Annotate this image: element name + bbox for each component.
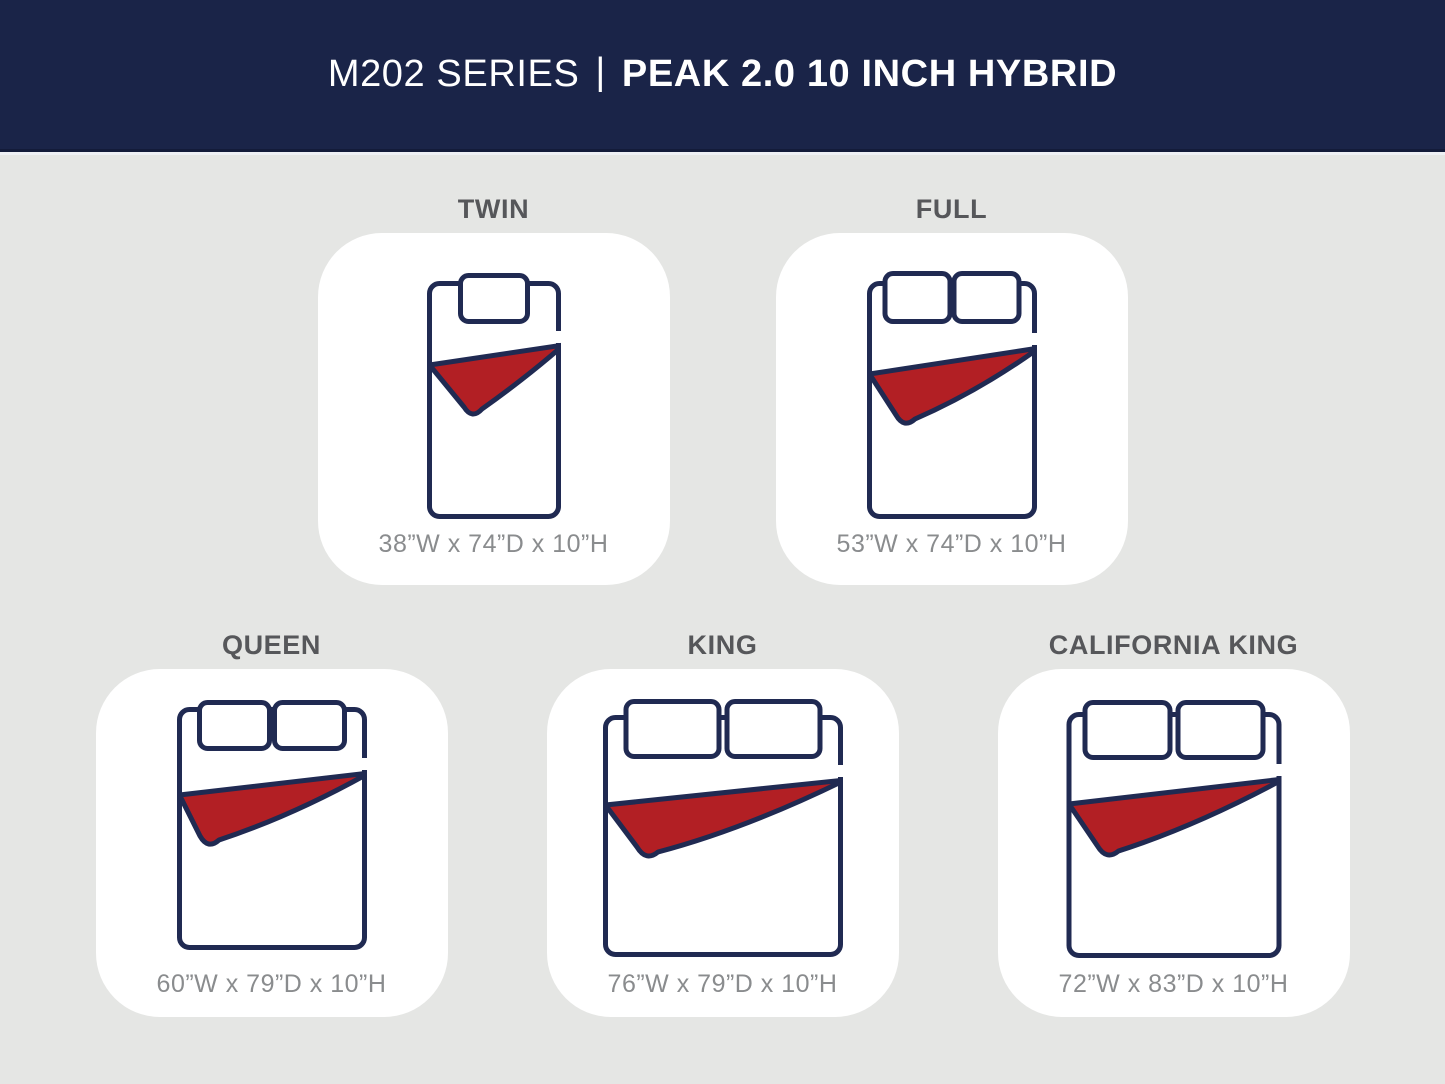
size-group-queen: QUEEN 60”W x 79”D x 10”H (95, 630, 448, 1017)
size-card: 72”W x 83”D x 10”H (997, 669, 1350, 1017)
size-card: 53”W x 74”D x 10”H (775, 233, 1128, 585)
size-label: QUEEN (221, 630, 322, 660)
title-separator: | (595, 51, 606, 93)
header-divider (0, 152, 1445, 155)
size-dimensions: 72”W x 83”D x 10”H (1058, 970, 1289, 998)
size-label: KING (687, 630, 758, 660)
twin-mattress-top-view-icon (426, 273, 561, 519)
size-group-twin: TWIN 38”W x 74”D x 10”H (317, 194, 670, 585)
header-banner: M202 SERIES | PEAK 2.0 10 INCH HYBRID (0, 0, 1445, 152)
size-card: 76”W x 79”D x 10”H (546, 669, 899, 1017)
size-group-california-king: CALIFORNIA KING 72”W x 83”D x 10”H (997, 630, 1350, 1017)
model-name: PEAK 2.0 10 INCH HYBRID (621, 53, 1118, 95)
size-group-king: KING 76”W x 79”D x 10”H (546, 630, 899, 1017)
size-card: 60”W x 79”D x 10”H (95, 669, 448, 1017)
size-card: 38”W x 74”D x 10”H (317, 233, 670, 585)
size-row-top: TWIN 38”W x 74”D x 10”H FULL 53”W x 74”D… (0, 195, 1445, 585)
size-row-bottom: QUEEN 60”W x 79”D x 10”H KING 76”W x 79”… (0, 631, 1445, 1017)
california-king-mattress-top-view-icon (1066, 700, 1281, 958)
size-label: FULL (915, 194, 988, 224)
size-dimensions: 38”W x 74”D x 10”H (378, 530, 609, 558)
page-title: M202 SERIES | PEAK 2.0 10 INCH HYBRID (327, 51, 1118, 96)
king-mattress-top-view-icon (602, 699, 843, 957)
size-label: CALIFORNIA KING (1048, 630, 1299, 660)
size-label: TWIN (457, 194, 530, 224)
queen-mattress-top-view-icon (176, 700, 367, 950)
size-dimensions: 60”W x 79”D x 10”H (156, 970, 387, 998)
size-dimensions: 53”W x 74”D x 10”H (836, 530, 1067, 558)
series-name: M202 SERIES (327, 53, 580, 95)
full-mattress-top-view-icon (866, 271, 1037, 519)
size-dimensions: 76”W x 79”D x 10”H (607, 970, 838, 998)
size-group-full: FULL 53”W x 74”D x 10”H (775, 194, 1128, 585)
